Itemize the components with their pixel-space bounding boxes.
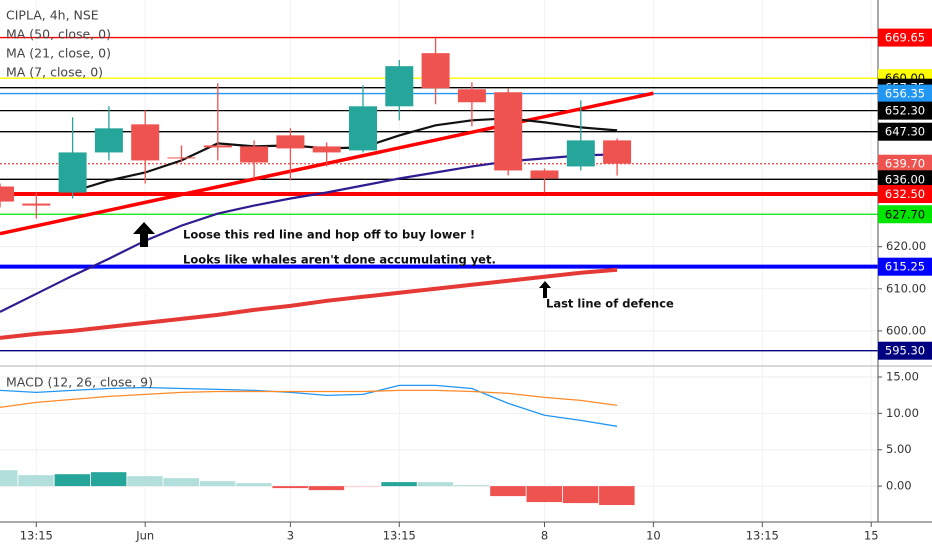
histogram-bar	[599, 486, 635, 506]
histogram-bar	[526, 486, 562, 503]
histogram-bar	[0, 470, 18, 487]
candle-body	[94, 128, 123, 153]
y-tick-label: 10.00	[886, 406, 919, 420]
annotation: Last line of defence	[546, 297, 674, 311]
x-tick-label: 13:15	[383, 529, 416, 543]
moving-average	[72, 117, 618, 193]
candle-body	[203, 145, 232, 148]
candle-body	[603, 140, 632, 164]
price-label-box	[878, 84, 932, 103]
macd-panel	[0, 366, 878, 522]
candle-body	[385, 66, 414, 107]
candle-body	[494, 92, 523, 171]
histogram-bar	[199, 481, 236, 487]
y-tick-label: 610.00	[886, 281, 926, 295]
x-tick-label: Jun	[135, 529, 154, 543]
price-label-box	[878, 257, 932, 276]
arrow-up	[133, 222, 155, 247]
price-label: 647.30	[885, 125, 925, 139]
price-panel	[0, 0, 878, 366]
price-label-box	[878, 101, 932, 120]
macd-line	[0, 384, 618, 427]
macd-title: MACD (12, 26, close, 9)	[6, 375, 153, 390]
histogram-bar	[54, 474, 91, 487]
price-label-box	[878, 185, 932, 204]
price-label: 652.30	[885, 104, 925, 118]
candle-body	[421, 53, 450, 89]
price-label-box	[878, 154, 932, 173]
price-label-box	[878, 28, 932, 47]
x-tick-label: 10	[646, 529, 661, 543]
y-tick-label: 600.00	[886, 323, 926, 337]
price-label-box	[878, 170, 932, 189]
chart-title: CIPLA, 4h, NSE	[6, 8, 99, 23]
price-label: 595.30	[885, 344, 925, 358]
y-tick-label: 15.00	[886, 369, 919, 383]
price-label: 656.35	[885, 87, 925, 101]
x-tick-label: 15	[864, 529, 879, 543]
histogram-bar	[272, 486, 308, 489]
histogram-bar	[236, 483, 272, 487]
candle-body	[349, 106, 377, 151]
histogram-bar	[18, 475, 54, 487]
y-tick-label: 5.00	[886, 442, 912, 456]
candle-body	[276, 135, 305, 149]
candle-body	[0, 186, 14, 202]
candle-body	[530, 170, 559, 179]
overlay: CIPLA, 4h, NSE MA (50, close, 0) MA (21,…	[6, 8, 674, 390]
histogram-bar	[453, 485, 490, 487]
histogram-bar	[308, 486, 345, 491]
histogram-bar	[90, 472, 127, 487]
histogram-bar	[345, 486, 381, 488]
candle-body	[167, 157, 196, 159]
price-label: 669.65	[885, 31, 925, 45]
price-label: 615.25	[885, 260, 925, 274]
price-label: 636.00	[885, 172, 925, 186]
x-tick-label: 8	[541, 529, 548, 543]
arrow-up	[539, 281, 551, 298]
annotation: Loose this red line and hop off to buy l…	[183, 228, 475, 242]
price-label: 639.70	[885, 157, 925, 171]
histogram-bar	[490, 486, 526, 497]
moving-average	[0, 267, 618, 340]
candle-body	[457, 89, 486, 103]
x-tick-label: 3	[287, 529, 294, 543]
x-tick-label: 13:15	[746, 529, 779, 543]
histogram-bar	[417, 482, 454, 487]
price-label-box	[878, 205, 932, 224]
y-tick-label: 620.00	[886, 239, 926, 253]
price-label-box	[878, 122, 932, 141]
legend-entry: MA (50, close, 0)	[6, 27, 111, 42]
candle-body	[58, 152, 87, 193]
legend-entry: MA (21, close, 0)	[6, 46, 111, 61]
histogram-bar	[163, 478, 199, 487]
candle-body	[22, 203, 51, 206]
price-label-box	[878, 341, 932, 360]
candle-body	[131, 124, 160, 161]
candle-body	[312, 146, 341, 153]
price-label: 632.50	[885, 187, 925, 201]
x-tick-label: 13:15	[20, 529, 53, 543]
annotation: Looks like whales aren't done accumulati…	[183, 253, 496, 267]
candle-body	[240, 146, 269, 163]
histogram-bar	[562, 486, 599, 504]
candle-body	[566, 140, 595, 167]
y-tick-label: 0.00	[886, 479, 912, 493]
price-label: 627.70	[885, 207, 925, 221]
macd-line	[0, 389, 618, 409]
histogram-bar	[127, 476, 163, 487]
histogram-bar	[381, 482, 417, 487]
legend-entry: MA (7, close, 0)	[6, 65, 103, 80]
